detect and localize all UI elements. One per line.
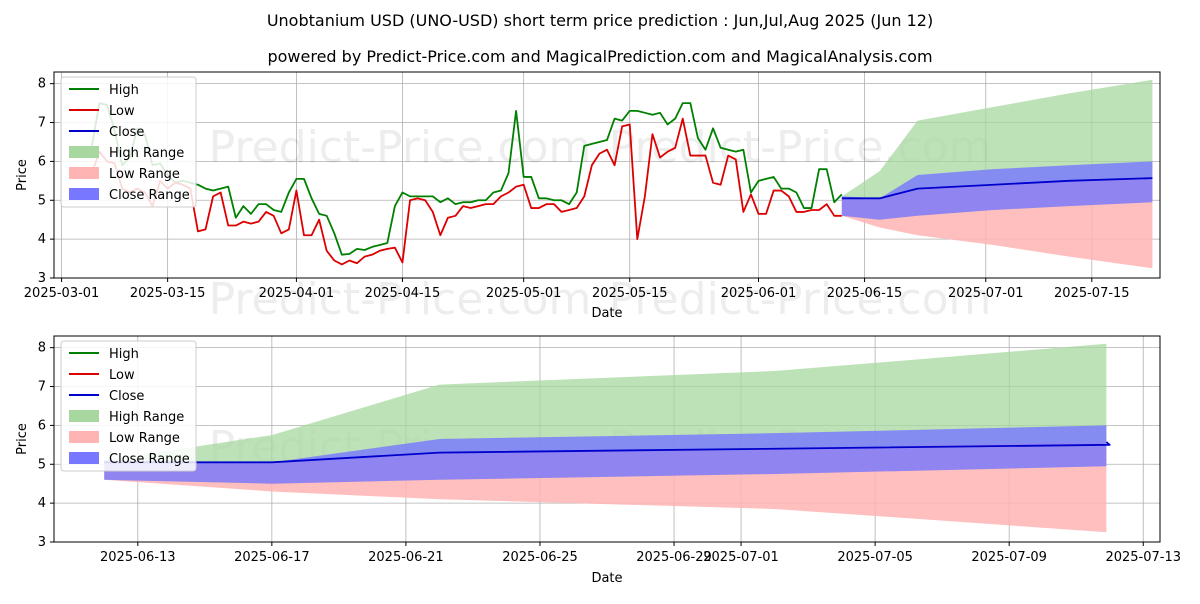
legend-swatch <box>69 452 99 464</box>
legend-label: Close Range <box>109 188 190 203</box>
x-tick-label: 2025-06-21 <box>368 550 444 565</box>
y-tick-label: 3 <box>38 535 46 550</box>
legend-label: High Range <box>109 410 184 425</box>
legend-label: Close Range <box>109 452 190 467</box>
axes-frame <box>53 71 1161 279</box>
chart-title: Unobtanium USD (UNO-USD) short term pric… <box>267 11 933 30</box>
y-tick-label: 4 <box>38 496 46 511</box>
watermark-right-lower: Predict-Price.com <box>609 274 992 325</box>
y-axis-label: Price <box>15 159 30 191</box>
x-tick-label: 2025-03-01 <box>24 286 100 301</box>
plot-area <box>104 343 1111 533</box>
x-tick-label: 2025-06-13 <box>100 550 176 565</box>
y-tick-label: 7 <box>38 116 46 131</box>
x-tick-label: 2025-07-09 <box>971 550 1047 565</box>
band-close-range <box>104 425 1107 484</box>
band-close-range <box>841 161 1153 220</box>
legend-label: Low Range <box>109 167 180 182</box>
legend: High Low Close High Range Low Range Close Ran… <box>60 340 197 472</box>
bottom-panel: Predict-Price.comPredict-Price.com345678… <box>15 335 1181 586</box>
x-axis-label: Date <box>591 306 622 321</box>
x-tick-label: 2025-06-25 <box>502 550 578 565</box>
axes-frame <box>53 335 1161 543</box>
y-tick-label: 4 <box>38 232 46 247</box>
y-tick-label: 8 <box>38 341 46 356</box>
legend-swatch <box>69 188 99 200</box>
plot-area <box>90 79 1153 269</box>
x-tick-label: 2025-06-17 <box>234 550 310 565</box>
series-high-line <box>90 102 843 256</box>
x-tick-label: 2025-07-05 <box>837 550 913 565</box>
x-tick-label: 2025-07-13 <box>1105 550 1181 565</box>
legend-label: High <box>109 347 139 362</box>
x-tick-label: 2025-07-01 <box>703 550 779 565</box>
x-tick-label: 2025-04-01 <box>259 286 335 301</box>
y-axis-label: Price <box>15 423 30 455</box>
legend-label: High Range <box>109 146 184 161</box>
x-tick-label: 2025-07-15 <box>1054 286 1130 301</box>
y-tick-label: 6 <box>38 418 46 433</box>
legend-swatch <box>69 431 99 443</box>
top-panel: Predict-Price.com Predict-Price.com Predic… <box>15 71 1161 325</box>
legend-label: Low <box>109 368 135 383</box>
y-tick-label: 8 <box>38 77 46 92</box>
series-low-line <box>91 117 842 266</box>
chart-subtitle: powered by Predict-Price.com and Magical… <box>267 47 932 66</box>
legend-swatch <box>69 410 99 422</box>
legend-label: Low Range <box>109 431 180 446</box>
series-close-line <box>841 177 1153 200</box>
y-tick-label: 7 <box>38 380 46 395</box>
x-tick-label: 2025-03-15 <box>130 286 206 301</box>
x-tick-label: 2025-04-15 <box>365 286 441 301</box>
y-tick-label: 6 <box>38 154 46 169</box>
legend-label: High <box>109 83 139 98</box>
x-tick-label: 2025-07-01 <box>948 286 1024 301</box>
legend: High Low Close High Range Low Range Close Ran… <box>60 76 197 208</box>
legend-swatch <box>69 146 99 158</box>
x-tick-label: 2025-06-29 <box>636 550 712 565</box>
legend-label: Low <box>109 104 135 119</box>
x-tick-label: 2025-06-01 <box>721 286 797 301</box>
watermark-left: Predict-Price.com <box>209 122 592 173</box>
watermark-left-lower: Predict-Price.com <box>209 274 592 325</box>
legend-label: Close <box>109 125 144 140</box>
y-tick-label: 5 <box>38 193 46 208</box>
x-axis-label: Date <box>591 571 622 586</box>
legend-label: Close <box>109 389 144 404</box>
y-tick-label: 5 <box>38 457 46 472</box>
y-tick-label: 3 <box>38 271 46 286</box>
series-close-line <box>104 441 1111 464</box>
x-tick-label: 2025-05-15 <box>592 286 668 301</box>
x-tick-label: 2025-06-15 <box>827 286 903 301</box>
x-tick-label: 2025-05-01 <box>486 286 562 301</box>
legend-swatch <box>69 167 99 179</box>
